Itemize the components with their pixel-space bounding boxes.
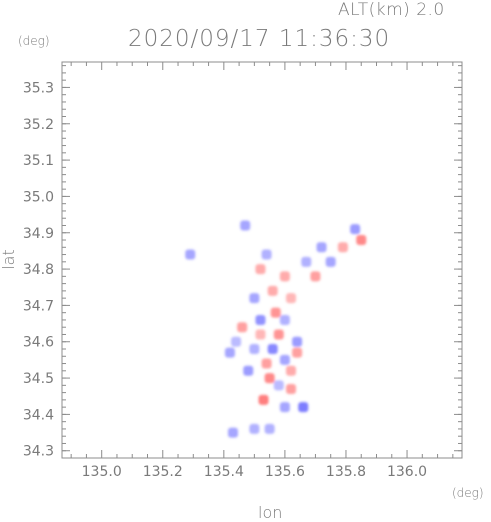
y-tick-label: 34.9 [23,226,54,242]
heatmap-cell [286,293,297,304]
plot-frame [61,61,463,459]
axis-ticks [62,62,462,459]
heatmap-cell [279,271,290,282]
heatmap-cell [292,336,303,347]
heatmap-cell [298,402,309,413]
y-tick-label: 35.2 [23,117,54,133]
y-tick-label: 35.3 [23,80,54,96]
heatmap-cell [231,336,242,347]
heatmap-cell [325,256,336,267]
heatmap-cell [310,271,321,282]
heatmap-cell [279,402,290,413]
heatmap-cell [279,314,290,325]
heatmap-cell [261,358,272,369]
heatmap-cell [350,224,361,235]
heatmap-cell [273,329,284,340]
heatmap-cell [224,347,235,358]
heatmap-cell [255,264,266,275]
heatmap-cell [255,314,266,325]
heatmap-cell [258,394,269,405]
heatmap-cell [337,242,348,253]
heatmap-cell [240,220,251,231]
heatmap-cell [279,354,290,365]
heatmap-cell [249,423,260,434]
x-tick-label: 135.0 [82,464,122,480]
heatmap-cell [261,249,272,260]
y-tick-label: 34.4 [23,407,54,423]
altitude-label: ALT(km) 2.0 [338,0,445,20]
x-tick-label: 135.6 [265,464,305,480]
heatmap-cells [185,220,367,438]
timestamp-title: 2020/09/17 11:36:30 [128,26,391,52]
heatmap-cell [356,235,367,246]
heatmap-cell [185,249,196,260]
heatmap-cell [286,383,297,394]
heatmap-cell [267,344,278,355]
heatmap-cell [264,423,275,434]
x-tick-label: 135.2 [143,464,183,480]
heatmap-cell [270,307,281,318]
heatmap-cell [249,344,260,355]
heatmap-cell [267,285,278,296]
tick-labels: 135.0 135.2 135.4 135.6 135.8 136.0 34.3 34.4 34… [23,80,427,480]
y-tick-label: 34.7 [23,298,54,314]
x-tick-label: 136.0 [387,464,427,480]
heatmap-cell [237,322,248,333]
x-axis-label: lon [258,503,283,522]
heatmap-cell [227,427,238,438]
heatmap-cell [316,242,327,253]
y-unit-label: (deg) [18,34,50,48]
x-unit-label: (deg) [452,486,484,500]
heatmap-cell [264,373,275,384]
y-tick-label: 34.6 [23,335,54,351]
heatmap-cell [301,256,312,267]
heatmap-cell [249,293,260,304]
heatmap-cell [255,329,266,340]
heatmap-cell [286,365,297,376]
y-tick-label: 34.5 [23,371,54,387]
y-tick-label: 34.8 [23,262,54,278]
y-tick-label: 35.0 [23,189,54,205]
x-tick-label: 135.8 [326,464,366,480]
heatmap-cell [292,347,303,358]
x-tick-label: 135.4 [204,464,244,480]
heatmap-cell [273,380,284,391]
heatmap-cell [243,365,254,376]
y-tick-label: 34.3 [23,444,54,460]
y-tick-label: 35.1 [23,153,54,169]
